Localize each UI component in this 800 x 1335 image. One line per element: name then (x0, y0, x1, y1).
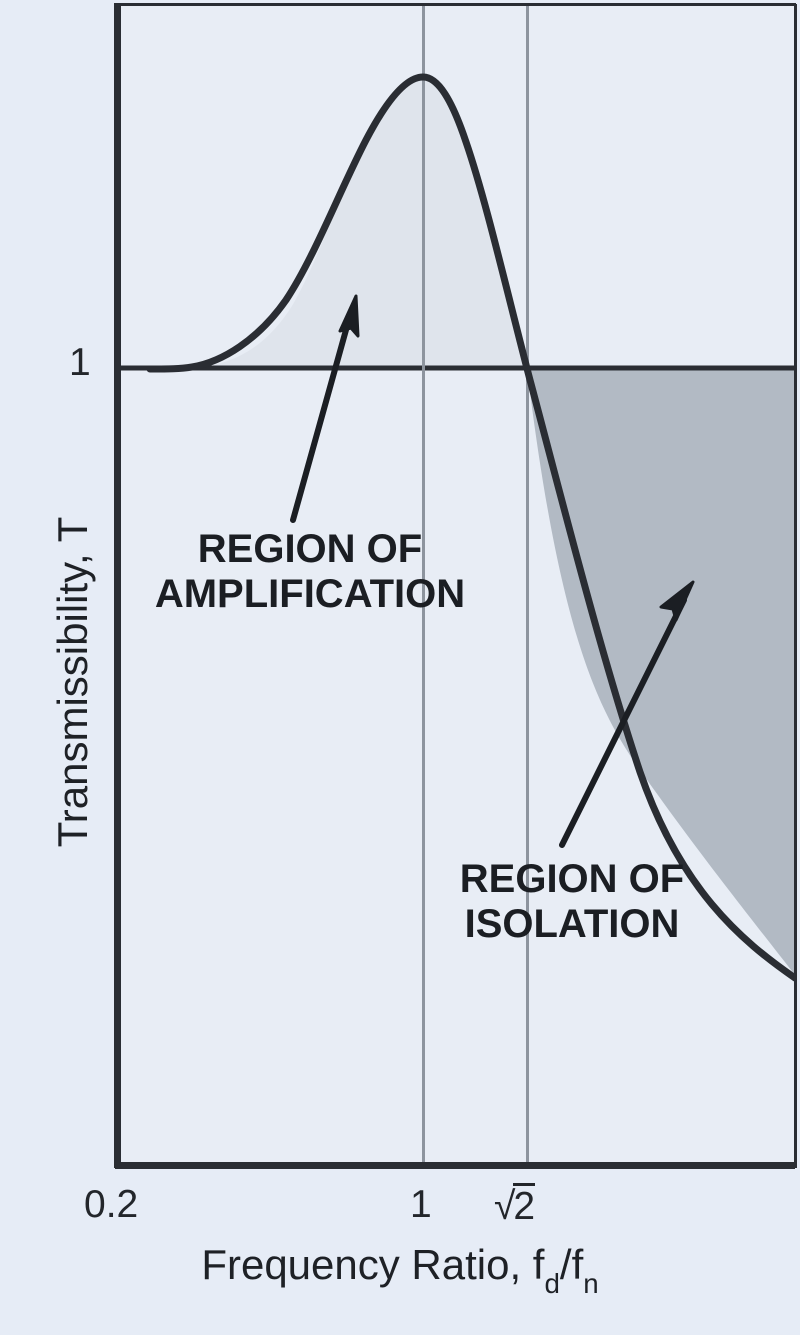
region-amplification-line1: REGION OF (197, 527, 423, 571)
y-axis-title: Transmissibility, T (48, 516, 96, 848)
ytick-label-1: 1 (69, 341, 91, 384)
isolation-arrow (559, 580, 695, 848)
xtick-label-1: 1 (410, 1183, 432, 1226)
region-isolation-label: REGION OF ISOLATION (432, 857, 712, 947)
x-axis-title-subscript-n: n (583, 1268, 599, 1300)
xtick-label-sqrt2: √2 (494, 1183, 536, 1228)
sqrt-radicand-value: 2 (513, 1183, 536, 1228)
x-axis-title: Frequency Ratio, fd/fn (0, 1241, 800, 1298)
sqrt-symbol-group: √2 (494, 1183, 536, 1228)
isolation-region-fill (527, 368, 795, 975)
xtick-label-0-2: 0.2 (84, 1183, 139, 1226)
transmissibility-curve (146, 73, 795, 982)
x-axis-title-subscript-d: d (544, 1268, 560, 1300)
x-axis-title-slash: /f (559, 1241, 584, 1288)
region-isolation-line1: REGION OF (459, 857, 685, 901)
sqrt-radical-glyph: √ (494, 1185, 516, 1228)
x-axis-title-main: Frequency Ratio, f (201, 1241, 545, 1288)
amplification-region-fill (190, 77, 527, 368)
region-amplification-line2: AMPLIFICATION (154, 571, 466, 616)
amplification-arrow (290, 294, 360, 523)
region-amplification-label: REGION OF AMPLIFICATION (150, 527, 470, 617)
region-isolation-line2: ISOLATION (464, 901, 680, 946)
